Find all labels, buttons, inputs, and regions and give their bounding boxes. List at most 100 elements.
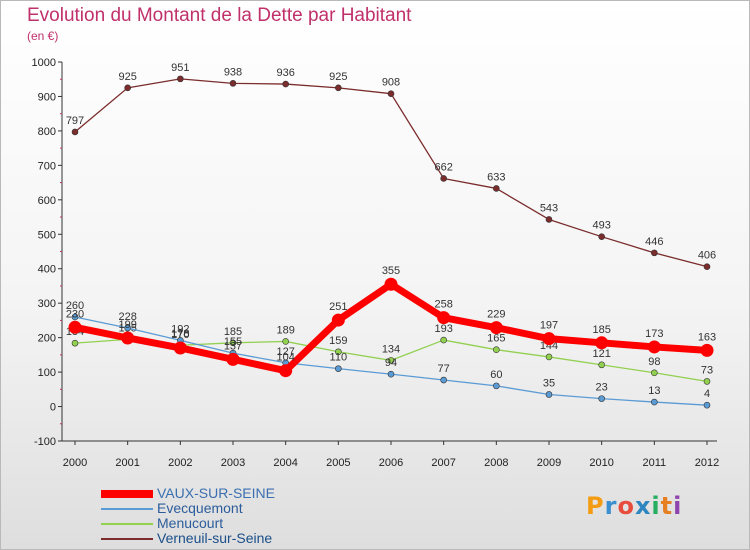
data-label: 170: [171, 329, 189, 341]
data-label: 127: [276, 346, 294, 358]
data-point: [545, 391, 553, 398]
data-label: 229: [487, 309, 505, 321]
x-tick-label: 2008: [484, 457, 508, 469]
data-label: 258: [434, 299, 452, 311]
data-point: [124, 84, 131, 92]
data-point: [226, 352, 240, 366]
data-point: [647, 340, 661, 354]
data-label: 134: [382, 343, 400, 355]
y-tick-label: 1000: [32, 57, 56, 69]
data-label: 925: [329, 71, 347, 83]
data-point: [545, 353, 553, 361]
data-point: [703, 401, 711, 409]
y-tick-label: 900: [38, 91, 56, 103]
data-label: 173: [645, 328, 663, 340]
data-point: [384, 277, 398, 291]
data-label: 178: [171, 328, 189, 340]
data-point: [545, 216, 553, 223]
data-label: 260: [66, 300, 84, 312]
data-label: 60: [490, 369, 502, 381]
data-point: [493, 382, 500, 390]
x-tick-label: 2003: [221, 457, 245, 469]
x-tick-label: 2011: [643, 457, 667, 469]
line-chart: -100 0 100 200 300 400 500 600 700 800 900 1000 2000…: [32, 57, 720, 469]
data-label: 446: [645, 236, 663, 248]
data-point: [595, 336, 609, 350]
y-tick-label: 0: [50, 402, 56, 414]
data-point: [387, 90, 395, 97]
data-label: 543: [540, 202, 558, 214]
data-label: 77: [438, 363, 450, 375]
logo-letter: r: [604, 492, 618, 520]
proxiti-logo: Proxiti: [586, 492, 682, 520]
data-label: 193: [434, 323, 452, 335]
data-label: 493: [592, 220, 610, 232]
y-tick-label: 400: [38, 264, 56, 276]
data-label: 406: [698, 250, 716, 262]
legend-label: Verneuil-sur-Seine: [157, 530, 273, 546]
legend-swatch: [101, 490, 153, 498]
data-label: 137: [224, 340, 242, 352]
x-tick-label: 2012: [695, 457, 719, 469]
x-tick-label: 2009: [537, 457, 561, 469]
data-point: [598, 395, 605, 402]
data-label: 155: [224, 336, 242, 348]
data-point: [282, 338, 289, 345]
data-point: [387, 357, 395, 364]
data-label: 23: [596, 382, 608, 394]
logo-letter: i: [651, 492, 661, 520]
logo-letter: x: [634, 492, 652, 520]
data-point: [440, 175, 447, 182]
data-label: 908: [382, 77, 400, 89]
y-tick-label: 300: [38, 298, 56, 310]
data-label: 121: [592, 348, 610, 360]
x-tick-label: 2006: [379, 457, 403, 469]
chart-title: Evolution du Montant de la Dette par Hab…: [27, 5, 412, 26]
data-point: [173, 341, 187, 355]
data-label: 189: [276, 324, 294, 336]
data-label: 35: [543, 377, 555, 389]
x-tick-label: 2010: [589, 457, 613, 469]
data-point: [68, 320, 82, 334]
data-point: [700, 343, 714, 357]
data-point: [651, 369, 658, 377]
x-tick-label: 2004: [273, 457, 297, 469]
data-point: [489, 321, 503, 335]
data-point: [229, 339, 237, 347]
data-point: [440, 336, 447, 344]
data-point: [71, 313, 79, 321]
data-label: 662: [434, 161, 452, 173]
y-tick-label: 100: [38, 367, 56, 379]
legend-swatch: [101, 508, 153, 510]
data-label: 73: [701, 364, 713, 376]
data-label: 797: [66, 115, 84, 127]
data-label: 197: [540, 320, 558, 332]
data-label: 951: [171, 62, 189, 74]
data-point: [493, 346, 500, 353]
data-label: 925: [118, 71, 136, 83]
x-tick-label: 2005: [326, 457, 350, 469]
data-point: [335, 84, 342, 92]
data-point: [71, 128, 79, 136]
legend-label: VAUX-SUR-SEINE: [157, 485, 275, 501]
logo-letter: t: [660, 492, 674, 520]
data-label: 94: [385, 357, 397, 369]
data-point: [598, 361, 605, 369]
data-label: 230: [66, 308, 84, 320]
legend-label: Evecquemont: [157, 500, 243, 516]
data-point: [279, 364, 293, 378]
data-point: [703, 263, 711, 270]
data-label: 355: [382, 265, 400, 277]
logo-letter: o: [617, 492, 635, 520]
y-tick-label: -100: [34, 436, 56, 448]
data-label: 104: [276, 352, 294, 364]
data-label: 4: [704, 388, 710, 400]
x-tick-label: 2001: [115, 457, 139, 469]
data-point: [335, 348, 342, 356]
data-point: [335, 365, 342, 372]
legend-swatch: [101, 523, 153, 525]
data-label: 159: [329, 335, 347, 347]
data-label: 936: [276, 67, 294, 79]
logo-letter: P: [586, 492, 605, 520]
data-label: 13: [648, 385, 660, 397]
